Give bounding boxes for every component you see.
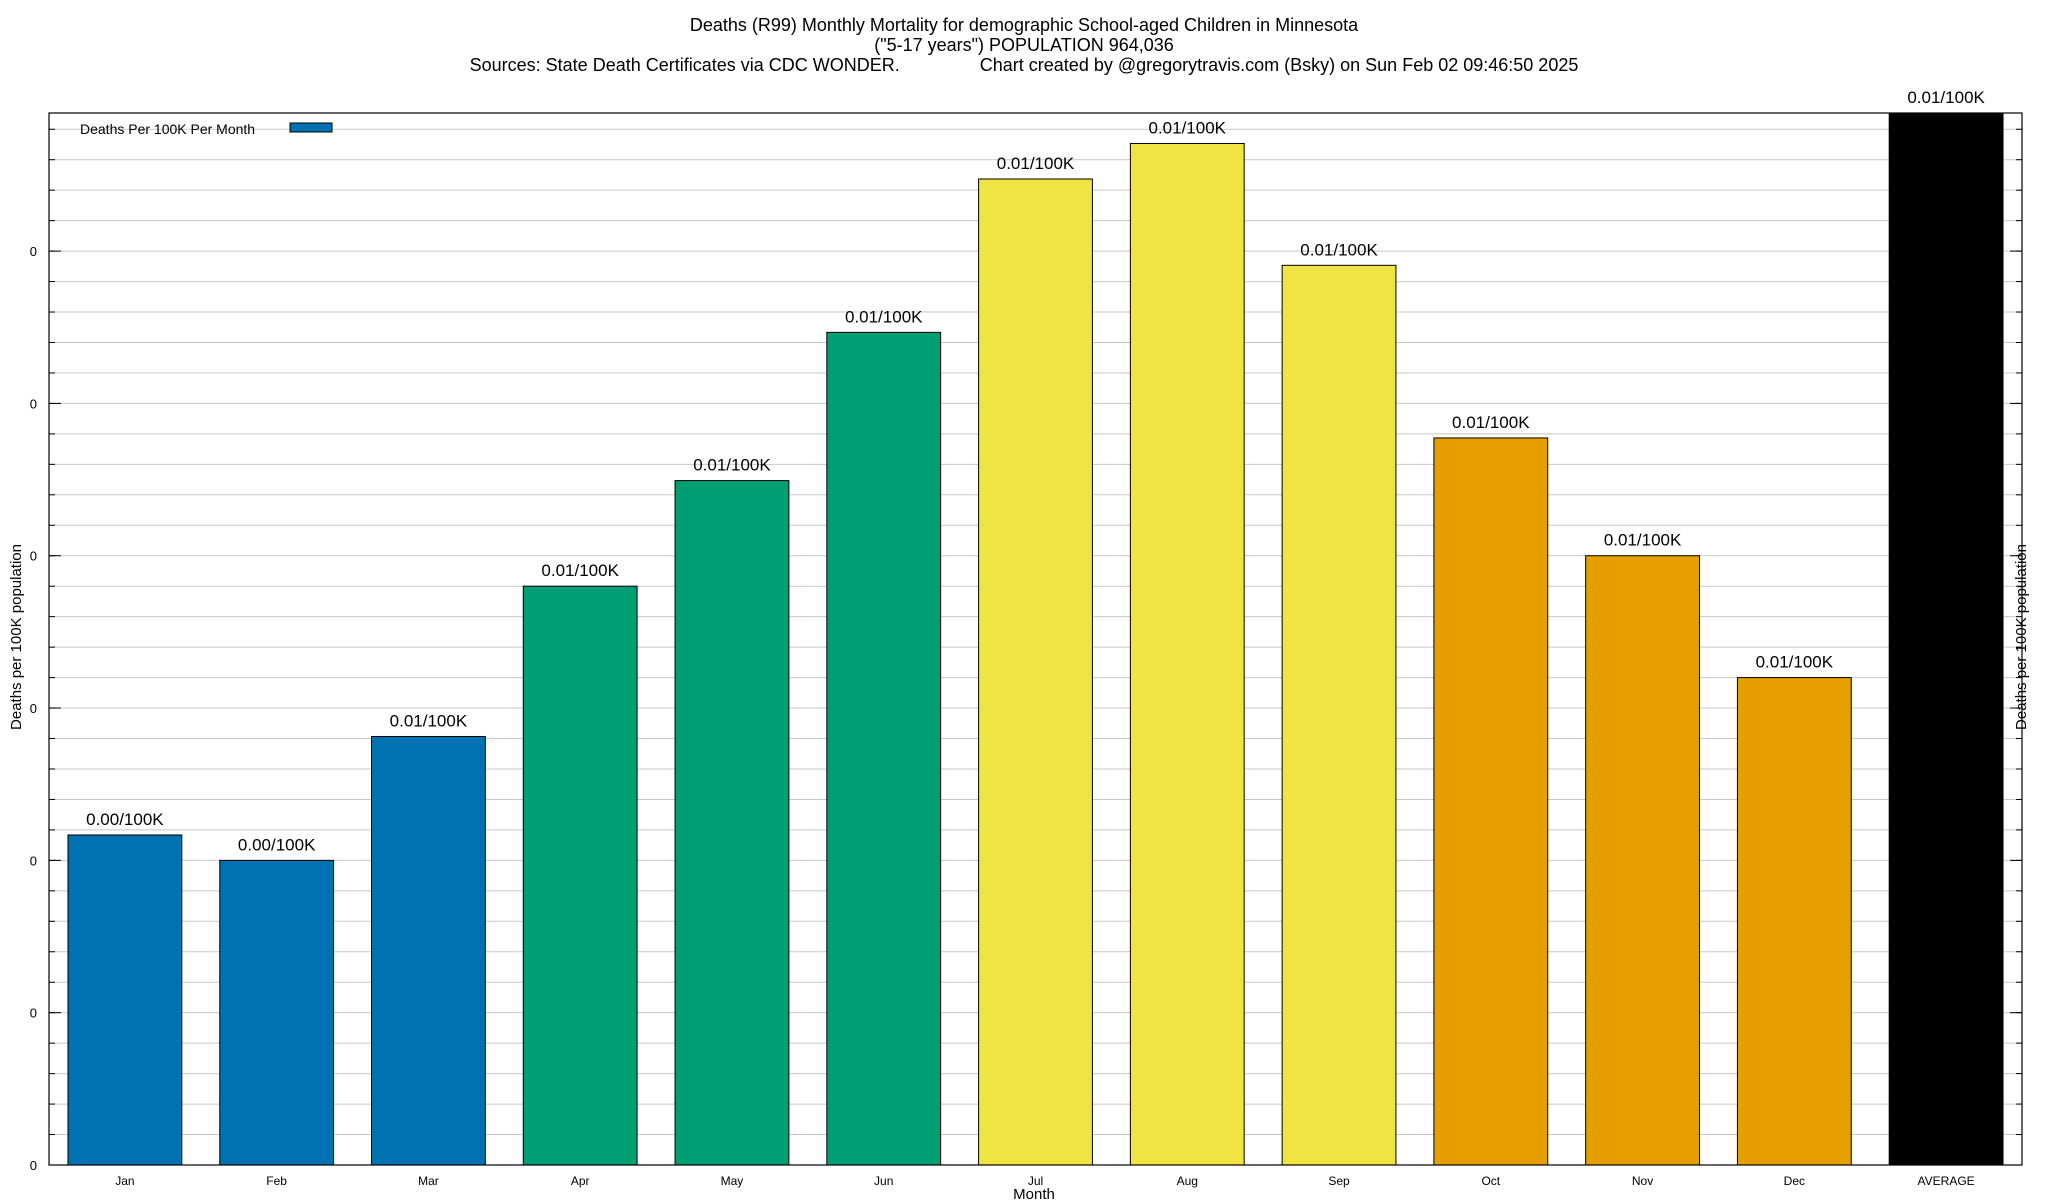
bars	[67, 112, 2004, 1166]
bar-value-label: 0.01/100K	[1452, 413, 1530, 432]
bar-average	[1888, 112, 2004, 1166]
legend-swatch	[289, 122, 333, 133]
bar-value-label: 0.01/100K	[845, 307, 923, 326]
x-tick-label: Jul	[1028, 1174, 1043, 1188]
bar-value-label: 0.01/100K	[1756, 653, 1834, 672]
x-axis-label: Month	[1013, 1186, 1055, 1200]
bar-nov	[1585, 555, 1700, 1166]
x-tick-label: Mar	[418, 1174, 439, 1188]
legend: Deaths Per 100K Per Month	[80, 121, 333, 137]
y-tick-label: 0	[30, 1158, 37, 1173]
bar-jan	[67, 834, 183, 1166]
title-line-1: Deaths (R99) Monthly Mortality for demog…	[690, 15, 1359, 35]
bar-value-label: 0.00/100K	[238, 835, 316, 854]
bar-dec	[1736, 677, 1852, 1166]
legend-label: Deaths Per 100K Per Month	[80, 121, 255, 137]
title-line-2: ("5-17 years") POPULATION 964,036	[874, 35, 1174, 55]
x-tick-label: Nov	[1632, 1174, 1653, 1188]
y-tick-label: 0	[30, 244, 37, 259]
title-line-3: Sources: State Death Certificates via CD…	[470, 55, 1579, 75]
y-tick-label: 0	[30, 396, 37, 411]
bar-value-labels: 0.00/100K 0.00/100K 0.01/100K 0.01/100K 0.01…	[86, 88, 1985, 854]
bar-jun	[826, 331, 942, 1166]
y-tick-label: 0	[30, 701, 37, 716]
x-tick-label: Jan	[115, 1174, 134, 1188]
bar-jul	[978, 178, 1093, 1166]
x-tick-label: Sep	[1328, 1174, 1350, 1188]
bar-value-label: 0.01/100K	[541, 561, 619, 580]
bar-feb	[219, 859, 335, 1166]
y-axis-label-right: Deaths per 100K population	[2013, 544, 2030, 730]
y-tick-label: 0	[30, 549, 37, 564]
bar-value-label: 0.01/100K	[1907, 88, 1985, 107]
chart-title: Deaths (R99) Monthly Mortality for demog…	[470, 15, 1579, 75]
bar-value-label: 0.01/100K	[1149, 118, 1227, 137]
bar-oct	[1433, 437, 1549, 1166]
axis-ticks: 0 0 0 0 0 0 0	[30, 128, 2022, 1173]
x-tick-label: Feb	[266, 1174, 287, 1188]
bar-apr	[522, 585, 638, 1166]
x-tick-label: Jun	[874, 1174, 893, 1188]
x-tick-label: Oct	[1481, 1174, 1500, 1188]
bar-aug	[1129, 142, 1245, 1166]
bar-value-label: 0.01/100K	[693, 456, 771, 475]
y-tick-label: 0	[30, 1006, 37, 1021]
bar-mar	[371, 735, 486, 1166]
bar-value-label: 0.01/100K	[1300, 240, 1378, 259]
y-axis-label-left: Deaths per 100K population	[8, 544, 25, 730]
bar-sep	[1281, 264, 1397, 1166]
y-tick-label: 0	[30, 853, 37, 868]
bar-value-label: 0.00/100K	[86, 810, 164, 829]
x-tick-labels: Jan Feb Mar Apr May Jun Jul Aug Sep Oct Nov Dec AVER…	[115, 1174, 1974, 1188]
bar-value-label: 0.01/100K	[390, 711, 468, 730]
bar-value-label: 0.01/100K	[997, 154, 1075, 173]
x-tick-label: Apr	[571, 1174, 590, 1188]
plot-frame	[48, 112, 2023, 1166]
x-tick-label: May	[721, 1174, 744, 1188]
bar-may	[674, 480, 790, 1166]
x-tick-label: AVERAGE	[1918, 1174, 1975, 1188]
x-tick-label: Aug	[1177, 1174, 1198, 1188]
bar-value-label: 0.01/100K	[1604, 531, 1682, 550]
x-tick-label: Dec	[1784, 1174, 1805, 1188]
